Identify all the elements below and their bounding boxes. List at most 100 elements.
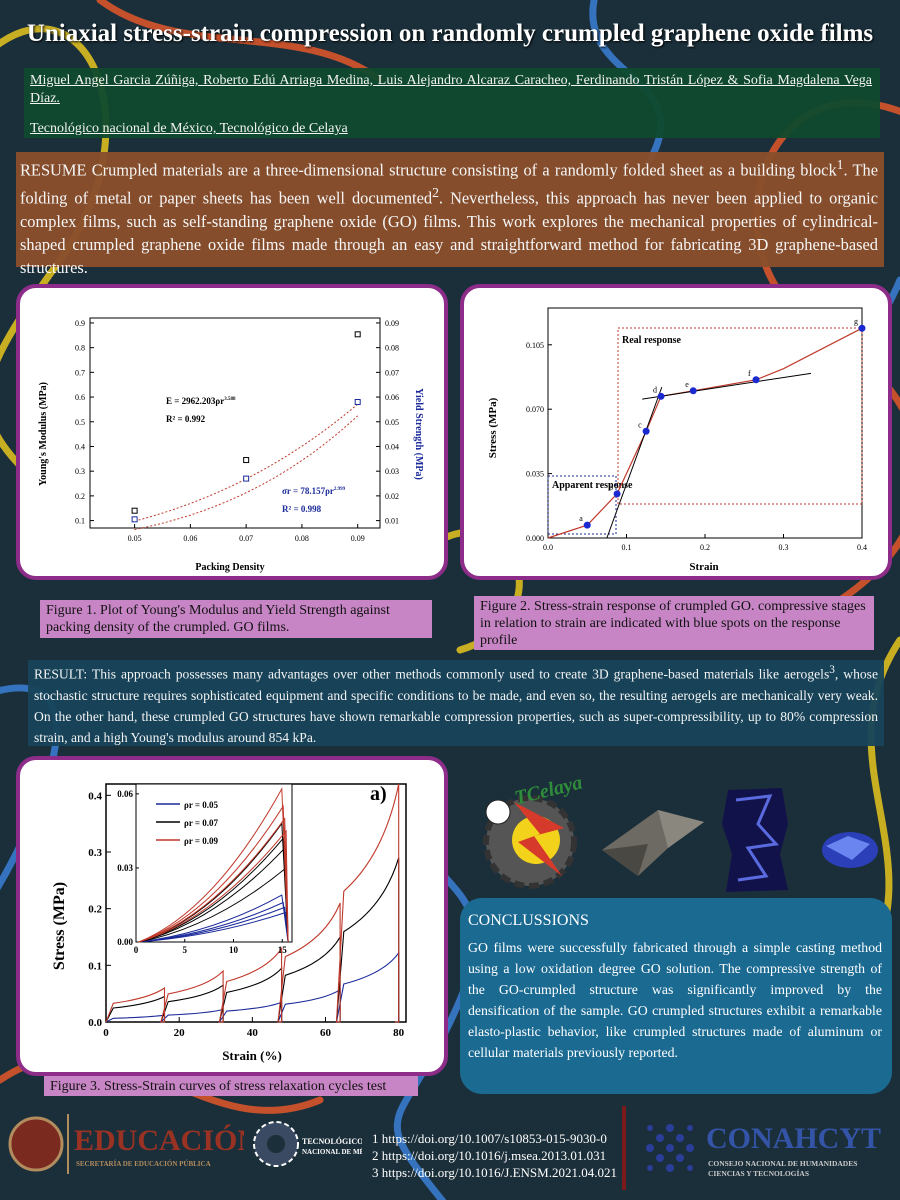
fig1-ytick-right-label: 0.09 bbox=[385, 319, 399, 328]
result-lead: RESULT: This approach possesses many adv… bbox=[34, 666, 830, 682]
fig3-ylabel: Stress (MPa) bbox=[51, 882, 68, 970]
authors-list: Miguel Angel Garcia Zúñiga, Roberto Edú … bbox=[30, 73, 872, 106]
fig1-point-e bbox=[354, 331, 361, 338]
fig2-stage-label: f bbox=[748, 369, 751, 378]
references: 1 https://doi.org/10.1007/s10853-015-903… bbox=[372, 1130, 617, 1181]
fig1-ytick-left-label: 0.1 bbox=[75, 517, 85, 526]
fig3-inset-xtick-label: 15 bbox=[278, 945, 288, 955]
fig3-ytick-label: 0.3 bbox=[88, 847, 102, 859]
result-ref: 3 bbox=[829, 664, 835, 676]
fig1-r2-1: R² = 0.992 bbox=[166, 414, 206, 424]
ref-2-link[interactable]: https://doi.org/10.1016/j.msea.2013.01.0… bbox=[381, 1148, 607, 1163]
figure-2-caption: Figure 2. Stress-strain response of crum… bbox=[474, 596, 874, 650]
ref-1: 1 https://doi.org/10.1007/s10853-015-903… bbox=[372, 1131, 607, 1146]
fig2-tangent-steep bbox=[606, 386, 663, 539]
fig3-xtick-label: 80 bbox=[393, 1027, 405, 1039]
fig2-curve bbox=[547, 327, 863, 539]
compressed-go-photo bbox=[822, 832, 878, 868]
figure-3-card: 0 20 40 60 80 0.0 0.1 0.2 0.3 0.4 a) Strain (%) S… bbox=[16, 756, 448, 1076]
fig3-inset-ytick-label: 0.00 bbox=[117, 937, 133, 947]
result-rest: , whose stochastic structure requires so… bbox=[34, 666, 878, 745]
fig1-ytick-right-label: 0.01 bbox=[385, 517, 399, 526]
paper-fold-photo bbox=[602, 810, 704, 876]
fig2-stage-label: b bbox=[609, 483, 613, 492]
fig3-inset-curve-series-1 bbox=[138, 894, 289, 943]
fig1-xtick-label: 0.09 bbox=[351, 534, 365, 543]
fig2-stage-label: c bbox=[638, 420, 642, 429]
fig2-xtick-label: 0.1 bbox=[622, 543, 632, 552]
svg-text:σr = 78.157ρr2.999: σr = 78.157ρr2.999 bbox=[282, 486, 346, 496]
fig1-xtick-label: 0.08 bbox=[295, 534, 309, 543]
fig3-legend: ρr = 0.05 ρr = 0.07 ρr = 0.09 bbox=[156, 800, 219, 846]
fig3-curve-series-1 bbox=[105, 951, 400, 1023]
fig1-eq1-exp: 3.588 bbox=[224, 397, 236, 402]
fig3-inset-xtick-label: 0 bbox=[134, 945, 139, 955]
fig3-inset-xtick-label: 10 bbox=[229, 945, 239, 955]
fig1-point-sigma bbox=[131, 516, 138, 523]
affiliation: Tecnológico nacional de México, Tecnológ… bbox=[30, 121, 348, 136]
resume-ref-2: 2 bbox=[432, 185, 439, 201]
fig1-point-sigma bbox=[354, 399, 361, 405]
resume-section: RESUME Crumpled materials are a three-di… bbox=[16, 152, 884, 277]
fig1-xtick-label: 0.06 bbox=[183, 534, 197, 543]
fig1-point-e bbox=[131, 507, 138, 514]
sep-logo-text: SECRETARÍA DE EDUCACIÓN PÚBLICA bbox=[76, 1160, 211, 1168]
ref-3-link: https://doi.org/10.1016/J.ENSM.2021.04.0… bbox=[381, 1165, 617, 1180]
conclusions-section: CONCLUSSIONS GO films were successfully … bbox=[460, 898, 892, 1094]
fig1-ylabel-right: Yield Strength (MPa) bbox=[413, 388, 424, 480]
apparent-response-box bbox=[547, 475, 617, 535]
fig3-xtick-label: 20 bbox=[174, 1027, 186, 1039]
educacion-logo-text: EDUCACIÓN bbox=[74, 1124, 244, 1157]
fig1-ytick-right-label: 0.03 bbox=[385, 467, 399, 476]
resume-rest: . Nevertheless, this approach has never … bbox=[20, 188, 878, 277]
tecnm-logo-text-1: TECNOLÓGICO bbox=[302, 1136, 362, 1146]
tecnm-logo-text-2: NACIONAL DE MÉXICO bbox=[302, 1148, 362, 1156]
fig2-stage-point bbox=[613, 490, 621, 498]
fig3-ytick-label: 0.2 bbox=[88, 904, 102, 916]
fig1-plot-frame bbox=[89, 317, 381, 529]
fig2-ytick-label: 0.035 bbox=[526, 470, 544, 479]
conahcyt-sub-1: CONSEJO NACIONAL DE HUMANIDADES bbox=[708, 1159, 857, 1168]
fig1-ytick-right-label: 0.05 bbox=[385, 418, 399, 427]
fig2-ytick-label: 0.000 bbox=[526, 534, 544, 543]
fig2-stage-point bbox=[752, 376, 760, 384]
fig2-tangent-plateau bbox=[642, 372, 812, 400]
fig3-curve-series-3 bbox=[105, 783, 400, 1023]
ref-2: 2 https://doi.org/10.1016/j.msea.2013.01… bbox=[372, 1148, 607, 1163]
legend-rho-005: ρr = 0.05 bbox=[184, 800, 219, 810]
divider bbox=[622, 1106, 626, 1190]
fig2-ytick-label: 0.105 bbox=[526, 341, 544, 350]
legend-rho-009: ρr = 0.09 bbox=[184, 836, 219, 846]
tecnm-logo: TECNOLÓGICO NACIONAL DE MÉXICO bbox=[253, 1121, 362, 1167]
fig3-ytick-label: 0.1 bbox=[88, 960, 102, 972]
fig3-inset-ytick-label: 0.06 bbox=[117, 789, 133, 799]
fig3-ytick-label: 0.4 bbox=[88, 790, 102, 802]
fig2-xtick-label: 0.3 bbox=[779, 543, 789, 552]
fig1-ytick-left-label: 0.9 bbox=[75, 319, 85, 328]
resume-lead: RESUME Crumpled materials are a three-di… bbox=[20, 160, 837, 180]
fig2-stage-point bbox=[642, 427, 650, 435]
conclusions-text: GO films were successfully fabricated th… bbox=[468, 940, 882, 1060]
fig3-xtick-label: 40 bbox=[247, 1027, 259, 1039]
fig1-xlabel: Packing Density bbox=[195, 562, 264, 573]
fig2-ylabel: Stress (MPa) bbox=[487, 397, 499, 458]
fig1-xtick-label: 0.07 bbox=[239, 534, 253, 543]
fig2-xlabel: Strain bbox=[689, 561, 718, 573]
sep-logo: EDUCACIÓN SECRETARÍA DE EDUCACIÓN PÚBLIC… bbox=[8, 1114, 244, 1174]
fig3-inset-curve-series-3 bbox=[138, 829, 289, 943]
figure-3-caption: Figure 3. Stress-Strain curves of stress… bbox=[44, 1076, 418, 1096]
resume-ref-1: 1 bbox=[836, 157, 844, 172]
figure-1-chart: 0.05 0.06 0.07 0.08 0.09 0.1 0.2 0.3 0.4 0.5 0.6 0.… bbox=[38, 317, 424, 573]
fig1-xtick-label: 0.05 bbox=[128, 534, 142, 543]
apparent-response-label: Apparent response bbox=[552, 480, 633, 491]
fig2-xtick-label: 0.4 bbox=[857, 543, 867, 552]
fig1-ytick-right-label: 0.04 bbox=[385, 442, 399, 451]
resume-mid: . The folding of metal or paper sheets h… bbox=[20, 160, 878, 208]
fig3-inset-curve-series-2 bbox=[138, 846, 289, 943]
fig2-stage-point bbox=[858, 324, 866, 332]
fig3-inset-curve-series-2 bbox=[138, 866, 289, 943]
fig1-eq2: σr = 78.157ρr bbox=[282, 486, 334, 496]
ref-3: 3 https://doi.org/10.1016/J.ENSM.2021.04… bbox=[372, 1165, 617, 1180]
fig1-point-sigma bbox=[243, 475, 250, 482]
ref-1-link[interactable]: https://doi.org/10.1007/s10853-015-9030-… bbox=[381, 1131, 607, 1146]
